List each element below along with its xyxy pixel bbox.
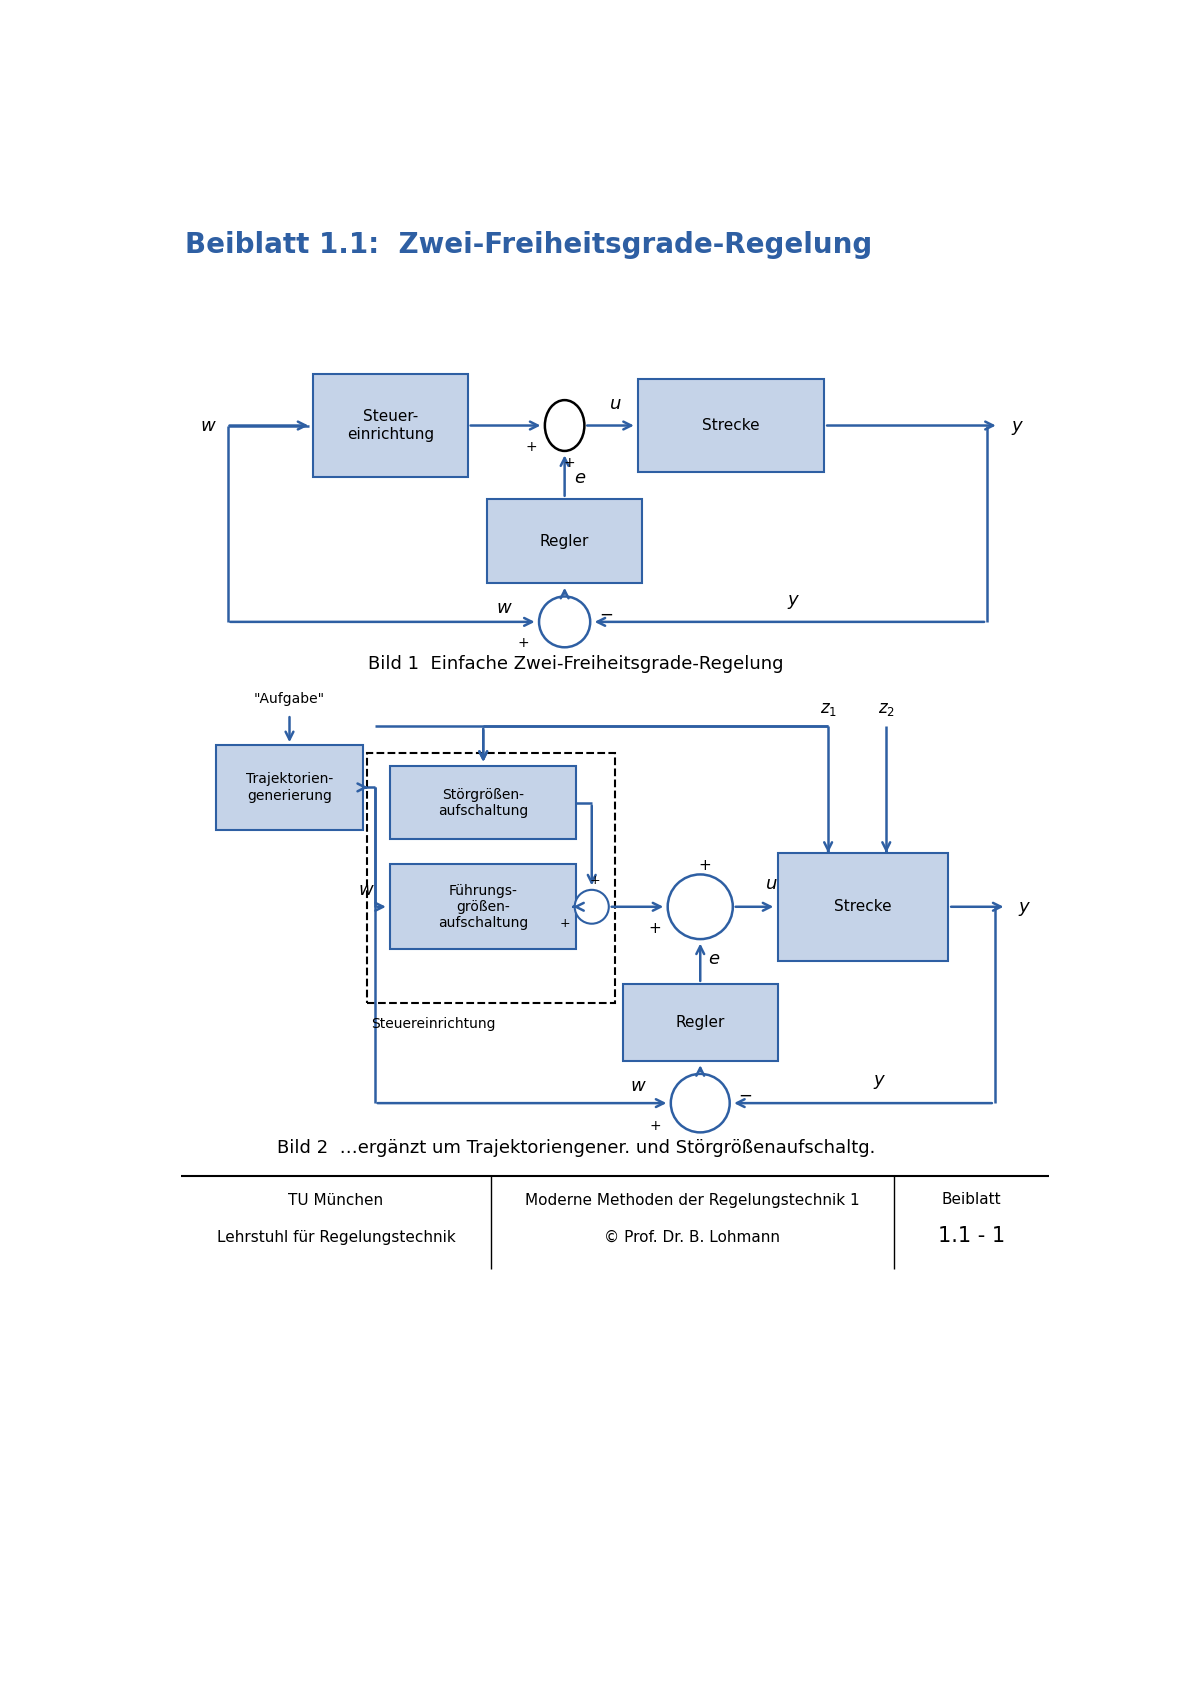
Text: y: y: [788, 591, 798, 610]
Text: Regler: Regler: [540, 533, 589, 548]
Circle shape: [671, 1073, 730, 1133]
Bar: [487, 499, 642, 584]
Bar: [367, 752, 616, 1004]
Text: +: +: [648, 920, 661, 936]
Text: +: +: [526, 440, 536, 453]
Text: TU München: TU München: [288, 1194, 384, 1209]
Text: +: +: [649, 1119, 661, 1133]
Text: Beiblatt 1.1:  Zwei-Freiheitsgrade-Regelung: Beiblatt 1.1: Zwei-Freiheitsgrade-Regelu…: [185, 231, 872, 258]
Text: $z_1$: $z_1$: [820, 700, 836, 718]
Circle shape: [575, 890, 608, 924]
Text: −: −: [599, 604, 613, 623]
Text: −: −: [738, 1087, 752, 1104]
Text: e: e: [575, 469, 586, 487]
Text: Trajektorien-
generierung: Trajektorien- generierung: [246, 773, 334, 803]
Text: y: y: [874, 1071, 884, 1088]
Text: +: +: [564, 457, 575, 470]
Text: +: +: [559, 917, 570, 931]
Text: +: +: [698, 857, 712, 873]
Text: u: u: [766, 874, 778, 893]
Text: © Prof. Dr. B. Lohmann: © Prof. Dr. B. Lohmann: [605, 1229, 780, 1245]
Text: Bild 2  …ergänzt um Trajektoriengener. und Störgrößenaufschaltg.: Bild 2 …ergänzt um Trajektoriengener. un…: [277, 1139, 876, 1156]
Text: +: +: [589, 874, 600, 886]
Text: w: w: [200, 416, 216, 435]
Bar: [623, 983, 778, 1061]
Text: Strecke: Strecke: [702, 418, 760, 433]
Text: Steuer-
einrichtung: Steuer- einrichtung: [347, 409, 434, 441]
Text: y: y: [1012, 416, 1021, 435]
Circle shape: [667, 874, 733, 939]
Bar: [216, 745, 364, 830]
Text: w: w: [631, 1077, 646, 1095]
Bar: [638, 379, 824, 472]
Bar: [778, 852, 948, 961]
Text: 1.1 - 1: 1.1 - 1: [938, 1226, 1006, 1246]
Circle shape: [539, 596, 590, 647]
Text: Beiblatt: Beiblatt: [942, 1192, 1001, 1207]
Bar: [313, 374, 468, 477]
Text: Bild 1  Einfache Zwei-Freiheitsgrade-Regelung: Bild 1 Einfache Zwei-Freiheitsgrade-Rege…: [368, 655, 784, 672]
Text: w: w: [497, 599, 511, 616]
Text: y: y: [1019, 898, 1030, 915]
Ellipse shape: [545, 401, 584, 452]
Text: Strecke: Strecke: [834, 900, 892, 914]
Text: Führungs-
größen-
aufschaltung: Führungs- größen- aufschaltung: [438, 883, 528, 931]
Text: u: u: [610, 396, 622, 413]
Text: $z_2$: $z_2$: [877, 700, 895, 718]
Bar: [390, 766, 576, 839]
Text: Regler: Regler: [676, 1015, 725, 1029]
Text: "Aufgabe": "Aufgabe": [254, 691, 325, 706]
Text: +: +: [517, 637, 529, 650]
Text: Moderne Methoden der Regelungstechnik 1: Moderne Methoden der Regelungstechnik 1: [526, 1194, 860, 1209]
Text: Steuereinrichtung: Steuereinrichtung: [371, 1017, 496, 1031]
Bar: [390, 864, 576, 949]
Text: Störgrößen-
aufschaltung: Störgrößen- aufschaltung: [438, 788, 528, 818]
Text: Lehrstuhl für Regelungstechnik: Lehrstuhl für Regelungstechnik: [217, 1229, 455, 1245]
Text: e: e: [709, 951, 720, 968]
Text: w: w: [358, 881, 373, 898]
